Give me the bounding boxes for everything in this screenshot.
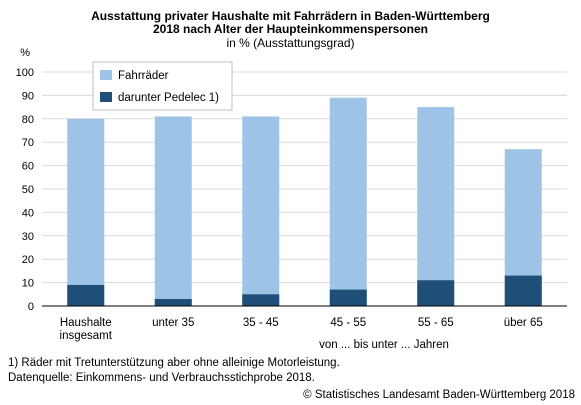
bar-pedelec-2 xyxy=(242,294,280,306)
data-source: Datenquelle: Einkommens- und Verbrauchss… xyxy=(8,372,315,384)
bar-pedelec-1 xyxy=(154,298,192,306)
bar-fahrraeder-4 xyxy=(417,107,455,306)
legend-box xyxy=(92,61,233,111)
y-tick-label-0: 0 xyxy=(28,301,34,313)
legend-label-fahrraeder: Fahrräder xyxy=(118,70,169,82)
y-tick-label-60: 60 xyxy=(22,161,34,173)
y-tick-label-50: 50 xyxy=(22,184,34,196)
y-tick-label-40: 40 xyxy=(22,207,34,219)
legend-label-pedelec: darunter Pedelec 1) xyxy=(118,92,219,104)
x-tick-label-2-0: 35 - 45 xyxy=(243,317,279,329)
y-axis-unit-label: % xyxy=(20,47,30,59)
y-tick-label-30: 30 xyxy=(22,231,34,243)
y-tick-label-70: 70 xyxy=(22,137,34,149)
chart-title-line-1: Ausstattung privater Haushalte mit Fahrr… xyxy=(91,9,490,23)
x-axis-title: von ... bis unter ... Jahren xyxy=(319,339,449,350)
legend-swatch-pedelec xyxy=(100,92,112,102)
y-tick-label-10: 10 xyxy=(22,278,34,290)
y-tick-label-20: 20 xyxy=(22,254,34,266)
x-tick-label-0-0: Haushalte xyxy=(60,317,112,329)
bar-fahrraeder-3 xyxy=(329,97,367,307)
y-tick-label-80: 80 xyxy=(22,114,34,126)
x-tick-label-4-0: 55 - 65 xyxy=(418,317,454,329)
bar-pedelec-0 xyxy=(67,284,105,306)
y-tick-label-90: 90 xyxy=(22,90,34,102)
footnote-pedelec: 1) Räder mit Tretunterstützung aber ohne… xyxy=(8,357,340,369)
bar-fahrraeder-0 xyxy=(67,118,105,306)
bar-fahrraeder-1 xyxy=(154,116,192,307)
x-tick-label-5-0: über 65 xyxy=(504,317,543,329)
bar-chart: 0 10 20 30 40 50 60 70 80 90 100% Haushalteinsgesam… xyxy=(16,47,567,350)
y-tick-label-100: 100 xyxy=(16,67,34,79)
chart-title-line-2: 2018 nach Alter der Haupteinkommensperso… xyxy=(153,22,428,36)
legend-swatch-fahrraeder xyxy=(100,70,112,80)
bar-fahrraeder-2 xyxy=(242,116,280,307)
bar-pedelec-5 xyxy=(504,275,542,306)
x-tick-label-1-0: unter 35 xyxy=(152,317,194,329)
x-tick-label-0-1: insgesamt xyxy=(60,330,113,342)
x-tick-label-3-0: 45 - 55 xyxy=(330,317,366,329)
chart-subtitle: in % (Ausstattungsgrad) xyxy=(226,36,355,50)
bar-pedelec-4 xyxy=(417,280,455,306)
copyright: © Statistisches Landesamt Baden-Württemb… xyxy=(303,389,575,401)
bar-pedelec-3 xyxy=(329,289,367,306)
